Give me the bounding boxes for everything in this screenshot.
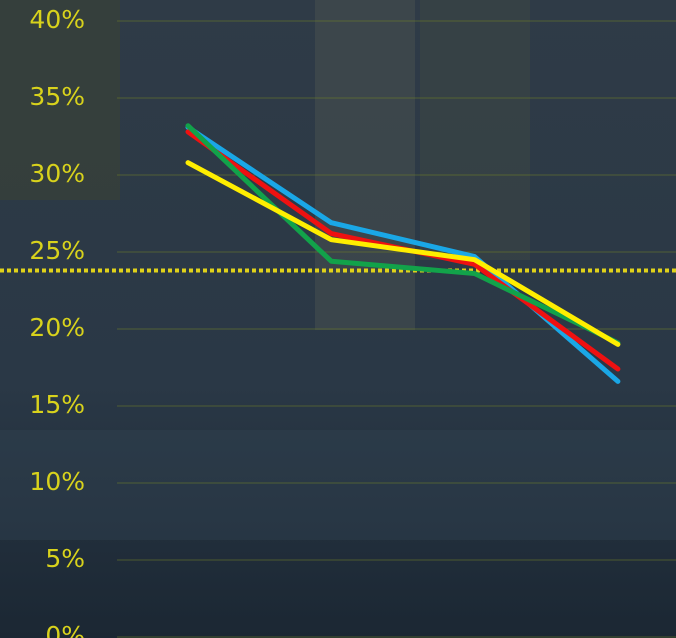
chart: 0% 5% 10% 15% 20% 25% 30% 35% 40% — [0, 0, 676, 638]
y-tick-label: 10% — [29, 467, 85, 496]
y-tick-label: 30% — [29, 159, 85, 188]
background-cloth — [315, 0, 415, 330]
background-cloth — [420, 0, 530, 260]
page: 0%5%10%15%20%25%30%35%40% (() => { const… — [0, 0, 676, 638]
y-tick-label: 25% — [29, 236, 85, 265]
y-tick-label: 35% — [29, 82, 85, 111]
y-tick-label: 20% — [29, 313, 85, 342]
y-tick-label: 40% — [29, 5, 85, 34]
y-tick-label: 5% — [45, 544, 85, 573]
y-tick-label: 15% — [29, 390, 85, 419]
background-floor — [0, 430, 676, 540]
y-tick-label: 0% — [45, 621, 85, 638]
